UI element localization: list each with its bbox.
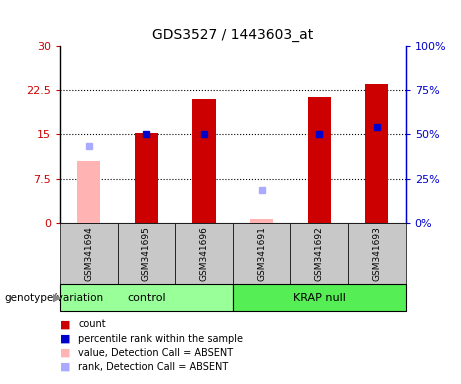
Text: GSM341692: GSM341692 (315, 226, 324, 281)
Text: rank, Detection Call = ABSENT: rank, Detection Call = ABSENT (78, 362, 229, 372)
Text: percentile rank within the sample: percentile rank within the sample (78, 334, 243, 344)
Text: count: count (78, 319, 106, 329)
Bar (308, 97, 331, 223)
Bar (365, 84, 388, 223)
Text: KRAP null: KRAP null (293, 293, 346, 303)
Text: GSM341694: GSM341694 (84, 226, 93, 281)
Bar (250, 218, 273, 223)
Text: value, Detection Call = ABSENT: value, Detection Call = ABSENT (78, 348, 233, 358)
Text: ■: ■ (60, 334, 71, 344)
Text: genotype/variation: genotype/variation (5, 293, 104, 303)
Text: ■: ■ (60, 319, 71, 329)
Bar (77, 161, 100, 223)
Text: GSM341693: GSM341693 (372, 226, 381, 281)
Title: GDS3527 / 1443603_at: GDS3527 / 1443603_at (152, 28, 313, 42)
Text: ■: ■ (60, 348, 71, 358)
Text: GSM341695: GSM341695 (142, 226, 151, 281)
Text: ■: ■ (60, 362, 71, 372)
Text: GSM341696: GSM341696 (200, 226, 208, 281)
Text: control: control (127, 293, 165, 303)
Text: GSM341691: GSM341691 (257, 226, 266, 281)
Text: ▶: ▶ (53, 293, 61, 303)
Bar (193, 99, 216, 223)
Bar (135, 132, 158, 223)
